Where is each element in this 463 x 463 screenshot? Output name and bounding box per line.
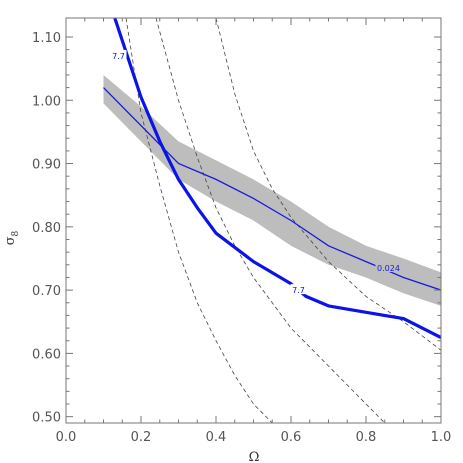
confidence-band: [103, 75, 441, 306]
x-tick-label: 0.8: [356, 430, 377, 445]
plot-content: 0.024 7.7 7.7: [103, 18, 441, 423]
y-tick-label: 0.60: [32, 347, 61, 362]
x-tick-label: 1.0: [431, 430, 452, 445]
y-axis-title-main: σ: [3, 236, 18, 245]
x-axis-title: Ω: [249, 450, 260, 463]
x-tick-label: 0.4: [206, 430, 227, 445]
axes: 0.0 0.2 0.4 0.6 0.8 1.0 0.50 0.60 0.70 0.80 0.90 1.…: [32, 17, 452, 445]
dashed-contour-3: [215, 18, 441, 351]
dashed-contour-2: [155, 18, 386, 423]
plot-area: 0.024 7.7 7.7: [103, 18, 441, 423]
thick-contour-label-bg-1: [110, 49, 127, 60]
x-tick-label: 0.0: [56, 430, 77, 445]
y-tick-label: 0.90: [32, 158, 61, 173]
y-tick-label: 1.00: [32, 94, 61, 109]
fit-label-bg: [375, 261, 402, 272]
y-axis-title-subscript: 8: [11, 230, 21, 236]
y-tick-label: 0.80: [32, 221, 61, 236]
y-axis-title: σ8: [3, 230, 21, 245]
y-tick-label: 0.50: [32, 411, 61, 426]
x-tick-label: 0.6: [281, 430, 302, 445]
x-tick-label: 0.2: [131, 430, 152, 445]
y-tick-label: 1.10: [32, 31, 61, 46]
thick-contour-label-bg-2: [290, 284, 307, 295]
thick-contour-label-2: 7.7: [292, 286, 305, 295]
y-tick-label: 0.70: [32, 284, 61, 299]
thick-contour-label-1: 7.7: [112, 52, 125, 61]
dashed-contour-1: [125, 18, 273, 423]
fit-line-label: 0.024: [377, 264, 400, 273]
thick-contour: [113, 18, 441, 340]
